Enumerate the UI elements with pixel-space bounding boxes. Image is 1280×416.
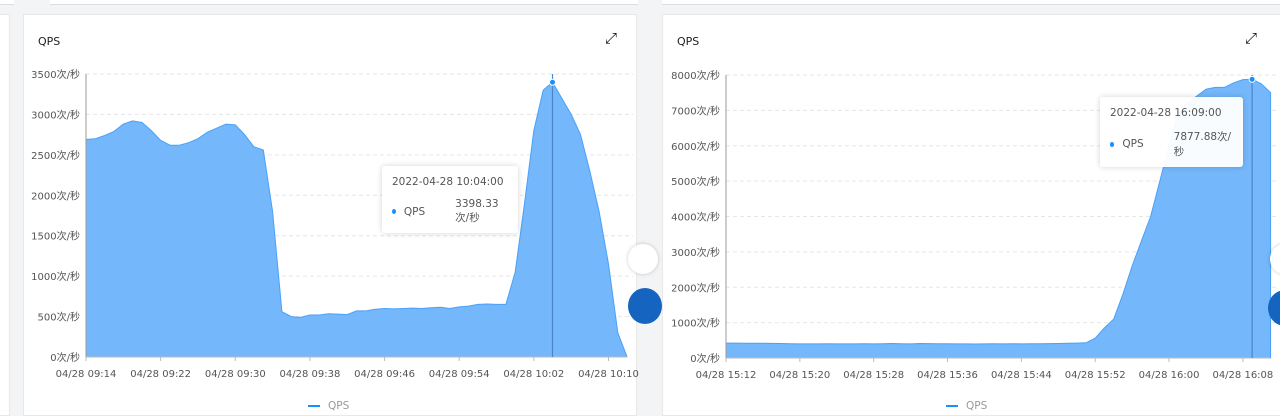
y-tick-label: 0次/秒 xyxy=(690,352,720,365)
floating-action-button[interactable] xyxy=(1268,290,1280,326)
y-tick-label: 1500次/秒 xyxy=(31,230,80,243)
y-tick-label: 1000次/秒 xyxy=(671,317,720,330)
tooltip-value: 7877.88次/秒 xyxy=(1173,131,1232,158)
x-tick-label: 04/28 09:54 xyxy=(429,369,490,380)
x-tick-label: 04/28 10:02 xyxy=(503,369,564,380)
tooltip-series: QPS xyxy=(1122,138,1144,150)
y-tick-label: 2500次/秒 xyxy=(31,149,80,162)
x-tick-label: 04/28 16:08 xyxy=(1212,370,1273,381)
card-title: QPS xyxy=(677,35,700,48)
legend-label: QPS xyxy=(966,400,988,412)
x-tick-label: 04/28 15:44 xyxy=(991,370,1052,381)
y-tick-label: 3000次/秒 xyxy=(31,108,80,121)
chart-tooltip: 2022-04-28 10:04:00 QPS 3398.33次/秒 xyxy=(382,166,518,233)
tooltip-time: 2022-04-28 16:09:00 xyxy=(1110,107,1222,119)
x-tick-label: 04/28 09:38 xyxy=(280,369,341,380)
y-tick-label: 7000次/秒 xyxy=(671,104,720,117)
x-tick-label: 04/28 15:20 xyxy=(769,370,830,381)
y-tick-label: 6000次/秒 xyxy=(671,140,720,153)
floating-tool-button[interactable] xyxy=(1270,244,1280,274)
x-tick-label: 04/28 15:12 xyxy=(696,370,757,381)
chart-tooltip: 2022-04-28 16:09:00 QPS 7877.88次/秒 xyxy=(1100,97,1243,167)
y-tick-label: 0次/秒 xyxy=(50,351,80,364)
floating-tool-button[interactable] xyxy=(628,244,658,274)
series-dot-icon xyxy=(1110,141,1115,147)
x-tick-label: 04/28 09:22 xyxy=(130,369,191,380)
x-tick-label: 04/28 15:28 xyxy=(843,370,904,381)
legend-item-qps[interactable]: QPS xyxy=(946,400,987,412)
top-panel-edge xyxy=(662,0,1280,5)
x-tick-label: 04/28 09:30 xyxy=(205,369,266,380)
x-tick-label: 04/28 15:36 xyxy=(917,370,978,381)
legend-item-qps[interactable]: QPS xyxy=(308,400,349,412)
x-tick-label: 04/28 10:10 xyxy=(578,369,639,380)
tooltip-value: 3398.33次/秒 xyxy=(455,198,499,224)
expand-icon[interactable]: ⤢ xyxy=(605,29,618,47)
y-tick-label: 1000次/秒 xyxy=(31,270,80,283)
left-panel-edge xyxy=(0,0,14,5)
x-tick-label: 04/28 09:14 xyxy=(56,369,117,380)
card-title: QPS xyxy=(38,35,61,48)
legend-label: QPS xyxy=(328,400,350,412)
x-tick-label: 04/28 15:52 xyxy=(1065,370,1126,381)
y-tick-label: 500次/秒 xyxy=(38,311,80,324)
tooltip-time: 2022-04-28 10:04:00 xyxy=(392,176,504,188)
x-tick-label: 04/28 09:46 xyxy=(354,369,415,380)
top-panel-edge xyxy=(50,0,638,5)
expand-icon[interactable]: ⤢ xyxy=(1245,29,1258,47)
tooltip-series: QPS xyxy=(403,205,426,218)
floating-action-button[interactable] xyxy=(628,288,662,324)
y-tick-label: 8000次/秒 xyxy=(671,69,720,82)
y-tick-label: 3000次/秒 xyxy=(671,246,720,259)
y-tick-label: 5000次/秒 xyxy=(671,175,720,188)
series-dot-icon xyxy=(392,209,396,214)
y-tick-label: 2000次/秒 xyxy=(671,281,720,294)
y-tick-label: 4000次/秒 xyxy=(671,211,720,224)
highlight-point xyxy=(1248,75,1256,83)
y-tick-label: 2000次/秒 xyxy=(31,189,80,202)
x-tick-label: 04/28 16:00 xyxy=(1139,370,1200,381)
y-tick-label: 3500次/秒 xyxy=(31,68,80,81)
highlight-point xyxy=(549,78,556,86)
